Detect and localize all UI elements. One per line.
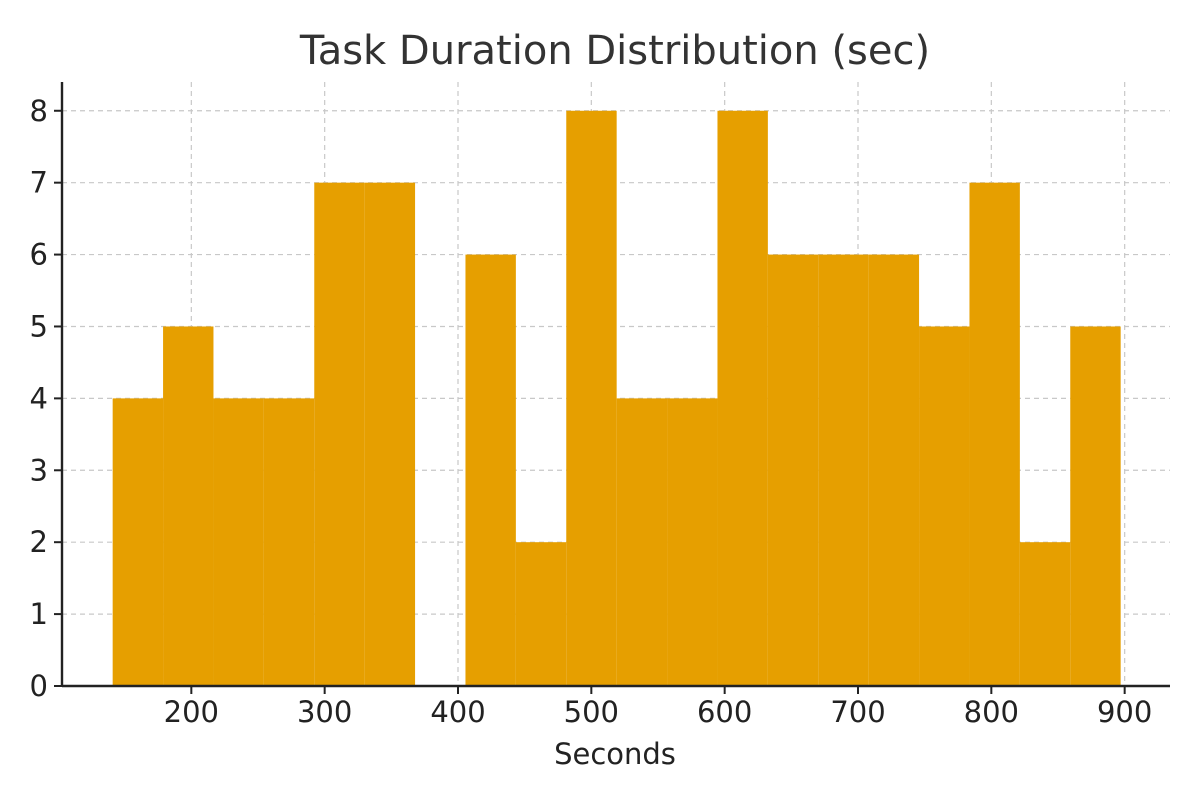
y-tick-label: 3 [30,453,48,487]
histogram-bar [717,110,768,686]
y-tick-label: 6 [30,238,48,272]
histogram-bar [163,326,214,686]
histogram-bar [919,326,970,686]
bars [112,110,1121,687]
x-tick-label: 500 [564,695,619,729]
y-tick-label: 5 [30,309,48,343]
histogram-bar [969,182,1020,686]
y-tick-label: 7 [30,166,48,200]
x-tick-label: 400 [430,695,485,729]
x-tick-label: 300 [297,695,352,729]
histogram-bar [767,254,819,687]
histogram-bar [314,182,365,686]
x-axis-label: Seconds [554,737,676,771]
x-tick-label: 200 [164,695,219,729]
histogram-bar [818,254,869,687]
histogram-bar [566,110,617,686]
x-tick-label: 900 [1097,695,1152,729]
histogram-bar [1070,326,1121,686]
histogram-bar [213,398,264,686]
x-tick-label: 800 [964,695,1019,729]
histogram-bar [868,254,920,687]
histogram-bar [112,398,164,686]
x-tick-label: 600 [697,695,752,729]
histogram-bar [465,254,516,687]
y-tick-label: 1 [30,597,48,631]
histogram-bar [515,542,567,686]
histogram-bar [364,182,416,686]
y-axis-ticks: 0 1 2 3 4 5 6 7 8 [30,94,62,703]
chart-title: Task Duration Distribution (sec) [299,28,930,74]
histogram-bar [616,398,668,686]
y-tick-label: 4 [30,381,48,415]
histogram-bar [263,398,315,686]
y-tick-label: 0 [30,669,48,703]
histogram-bar [1019,542,1071,686]
x-axis-ticks: 200 300 400 500 600 700 800 900 [164,686,1152,729]
y-tick-label: 8 [30,94,48,128]
y-tick-label: 2 [30,525,48,559]
x-tick-label: 700 [830,695,885,729]
histogram-bar [667,398,718,686]
